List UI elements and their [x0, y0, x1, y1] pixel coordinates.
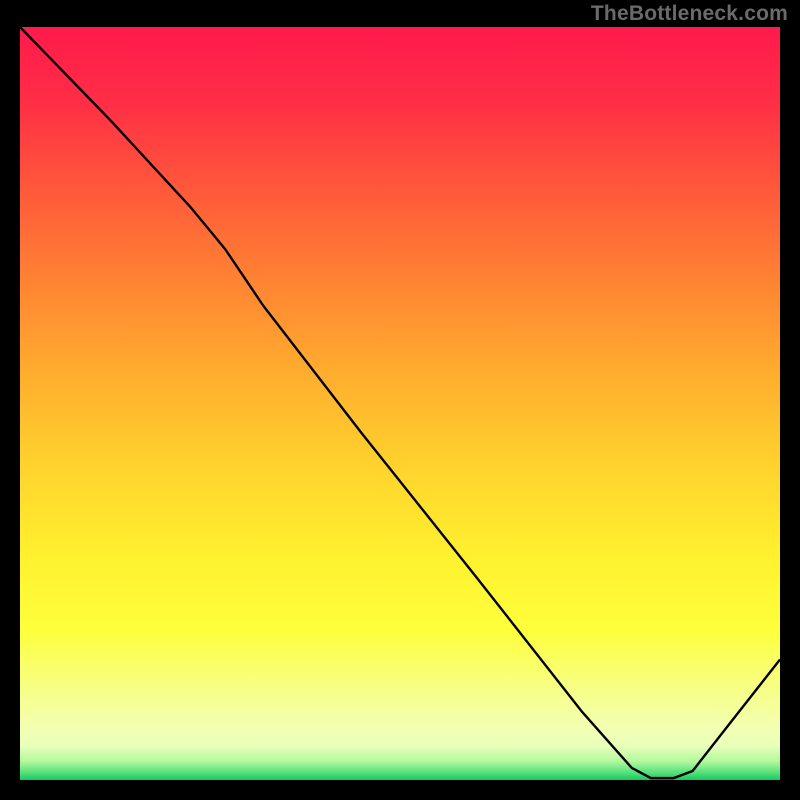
- gradient-background: [20, 27, 780, 780]
- watermark-label: TheBottleneck.com: [591, 2, 788, 26]
